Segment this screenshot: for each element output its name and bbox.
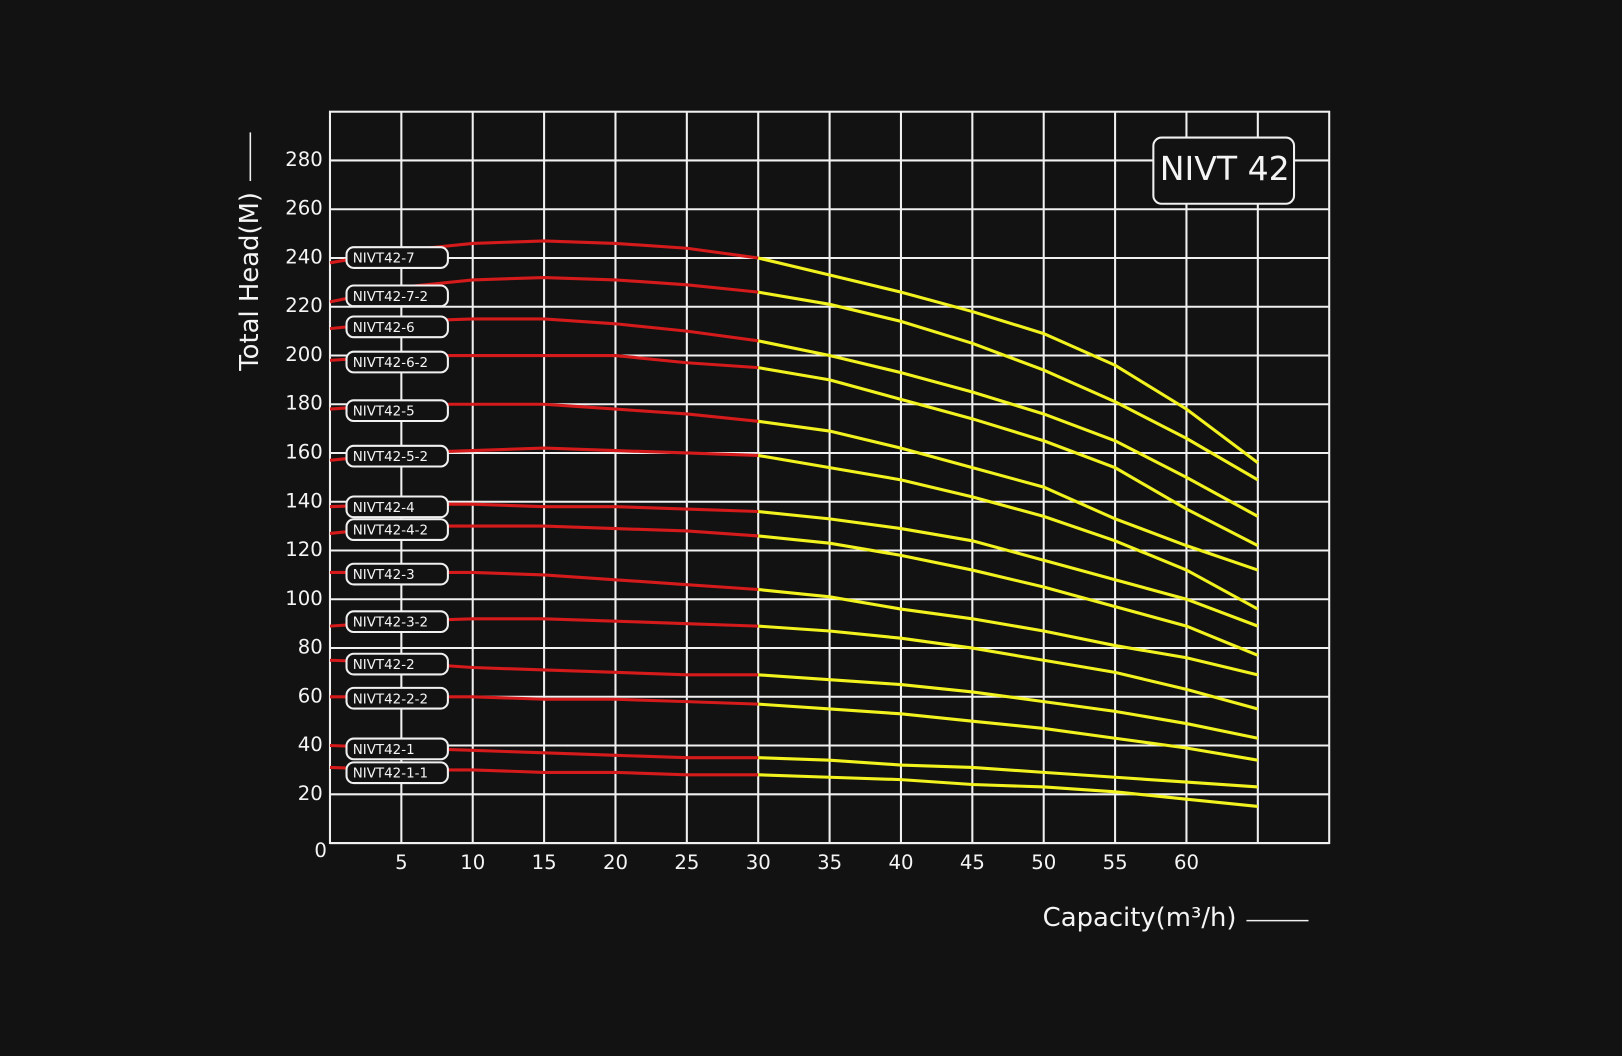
- label-box: [345, 518, 449, 541]
- x-tick-label: 35: [817, 851, 842, 874]
- x-tick-label: 30: [746, 851, 771, 874]
- curve-label: NIVT42-7-2: [345, 284, 449, 308]
- label-box: [345, 652, 449, 676]
- y-tick-label: 240: [285, 245, 323, 268]
- x-tick-label: 5: [395, 851, 408, 874]
- curve-label: NIVT42-5-2: [345, 444, 449, 468]
- y-tick-label: 0: [314, 839, 327, 862]
- curve: [758, 773, 1258, 808]
- chart-body: 6055504540353025201510528026024022020018…: [235, 110, 1331, 933]
- y-tick-label: 80: [298, 636, 323, 659]
- y-tick-label: 200: [285, 343, 323, 366]
- y-tick-label: 40: [298, 733, 323, 756]
- curve: [758, 587, 1259, 677]
- legend-label: NIVT42-1-1: [353, 767, 428, 782]
- y-tick-label: 220: [285, 294, 323, 317]
- curve-label: NIVT42-5: [345, 399, 449, 423]
- chart-title: NIVT 42: [1160, 149, 1290, 188]
- legend-label: NIVT42-7: [353, 252, 415, 267]
- label-box: [345, 399, 449, 423]
- curve-label: NIVT42-4: [345, 495, 449, 519]
- curve-label: NIVT42-1-1: [345, 761, 449, 785]
- curve-label: NIVT42-3: [345, 562, 449, 586]
- curve: [757, 366, 1259, 548]
- y-tick-label: 140: [285, 489, 323, 512]
- legend-label: NIVT42-6: [353, 321, 415, 336]
- x-tick-label: 60: [1174, 851, 1199, 874]
- curve-label: NIVT42-4-2: [345, 518, 449, 541]
- x-tick-label: 40: [888, 851, 913, 874]
- label-box: [345, 246, 449, 269]
- legend-label: NIVT42-7-2: [353, 290, 428, 305]
- legend-label: NIVT42-2-2: [353, 692, 428, 707]
- y-tick-label: 180: [285, 392, 323, 415]
- x-axis-title: Capacity(m³/h): [1043, 903, 1237, 933]
- curve-label: NIVT42-3-2: [345, 610, 449, 634]
- label-box: [345, 737, 449, 761]
- curve: [758, 702, 1259, 762]
- title-box: [1152, 136, 1296, 205]
- x-tick-label: 55: [1103, 851, 1128, 874]
- legend-label: NIVT42-6-2: [353, 356, 428, 371]
- y-tick-label: 260: [285, 197, 323, 220]
- curve: [758, 534, 1259, 657]
- curve: [758, 756, 1258, 789]
- plot-frame: [328, 110, 1331, 845]
- x-tick-label: 10: [460, 851, 485, 874]
- x-tick-label: 50: [1031, 851, 1056, 874]
- y-tick-label: 160: [285, 440, 323, 463]
- legend-label: NIVT42-5: [353, 405, 415, 420]
- curve: [758, 419, 1259, 572]
- curve: [757, 256, 1259, 465]
- label-box: [345, 495, 449, 519]
- curve: [757, 290, 1259, 482]
- curve: [757, 453, 1259, 611]
- y-tick-label: 60: [298, 684, 323, 707]
- label-box: [345, 562, 449, 586]
- label-box: [345, 284, 449, 308]
- label-box: [345, 444, 449, 468]
- curve: [757, 339, 1259, 518]
- label-box: [345, 315, 449, 339]
- y-tick-label: 100: [285, 587, 323, 610]
- curve: [758, 673, 1259, 740]
- curve: [758, 624, 1259, 711]
- curve: [758, 509, 1259, 628]
- label-box: [345, 610, 449, 634]
- curve-label: NIVT42-6: [345, 315, 449, 339]
- y-tick-label: 120: [285, 538, 323, 561]
- x-tick-label: 15: [532, 851, 557, 874]
- x-tick-label: 25: [674, 851, 699, 874]
- curve-label: NIVT42-7: [345, 246, 449, 269]
- x-tick-label: 45: [960, 851, 985, 874]
- y-tick-label: 280: [285, 148, 323, 171]
- label-box: [345, 350, 449, 374]
- label-box: [345, 686, 449, 710]
- legend-label: NIVT42-4-2: [353, 524, 428, 539]
- legend-label: NIVT42-1: [353, 743, 415, 758]
- label-box: [345, 761, 449, 785]
- legend-label: NIVT42-3: [353, 568, 415, 583]
- legend-label: NIVT42-2: [353, 658, 415, 673]
- y-axis-title: Total Head(M): [235, 192, 265, 372]
- x-tick-label: 20: [603, 851, 628, 874]
- legend-label: NIVT42-3-2: [353, 616, 428, 631]
- y-tick-label: 20: [298, 782, 323, 805]
- curve-label: NIVT42-2-2: [345, 686, 449, 710]
- legend-label: NIVT42-4: [353, 501, 415, 516]
- curve-label: NIVT42-1: [345, 737, 449, 761]
- curve-label: NIVT42-2: [345, 652, 449, 676]
- curve-label: NIVT42-6-2: [345, 350, 449, 374]
- legend-label: NIVT42-5-2: [353, 450, 428, 465]
